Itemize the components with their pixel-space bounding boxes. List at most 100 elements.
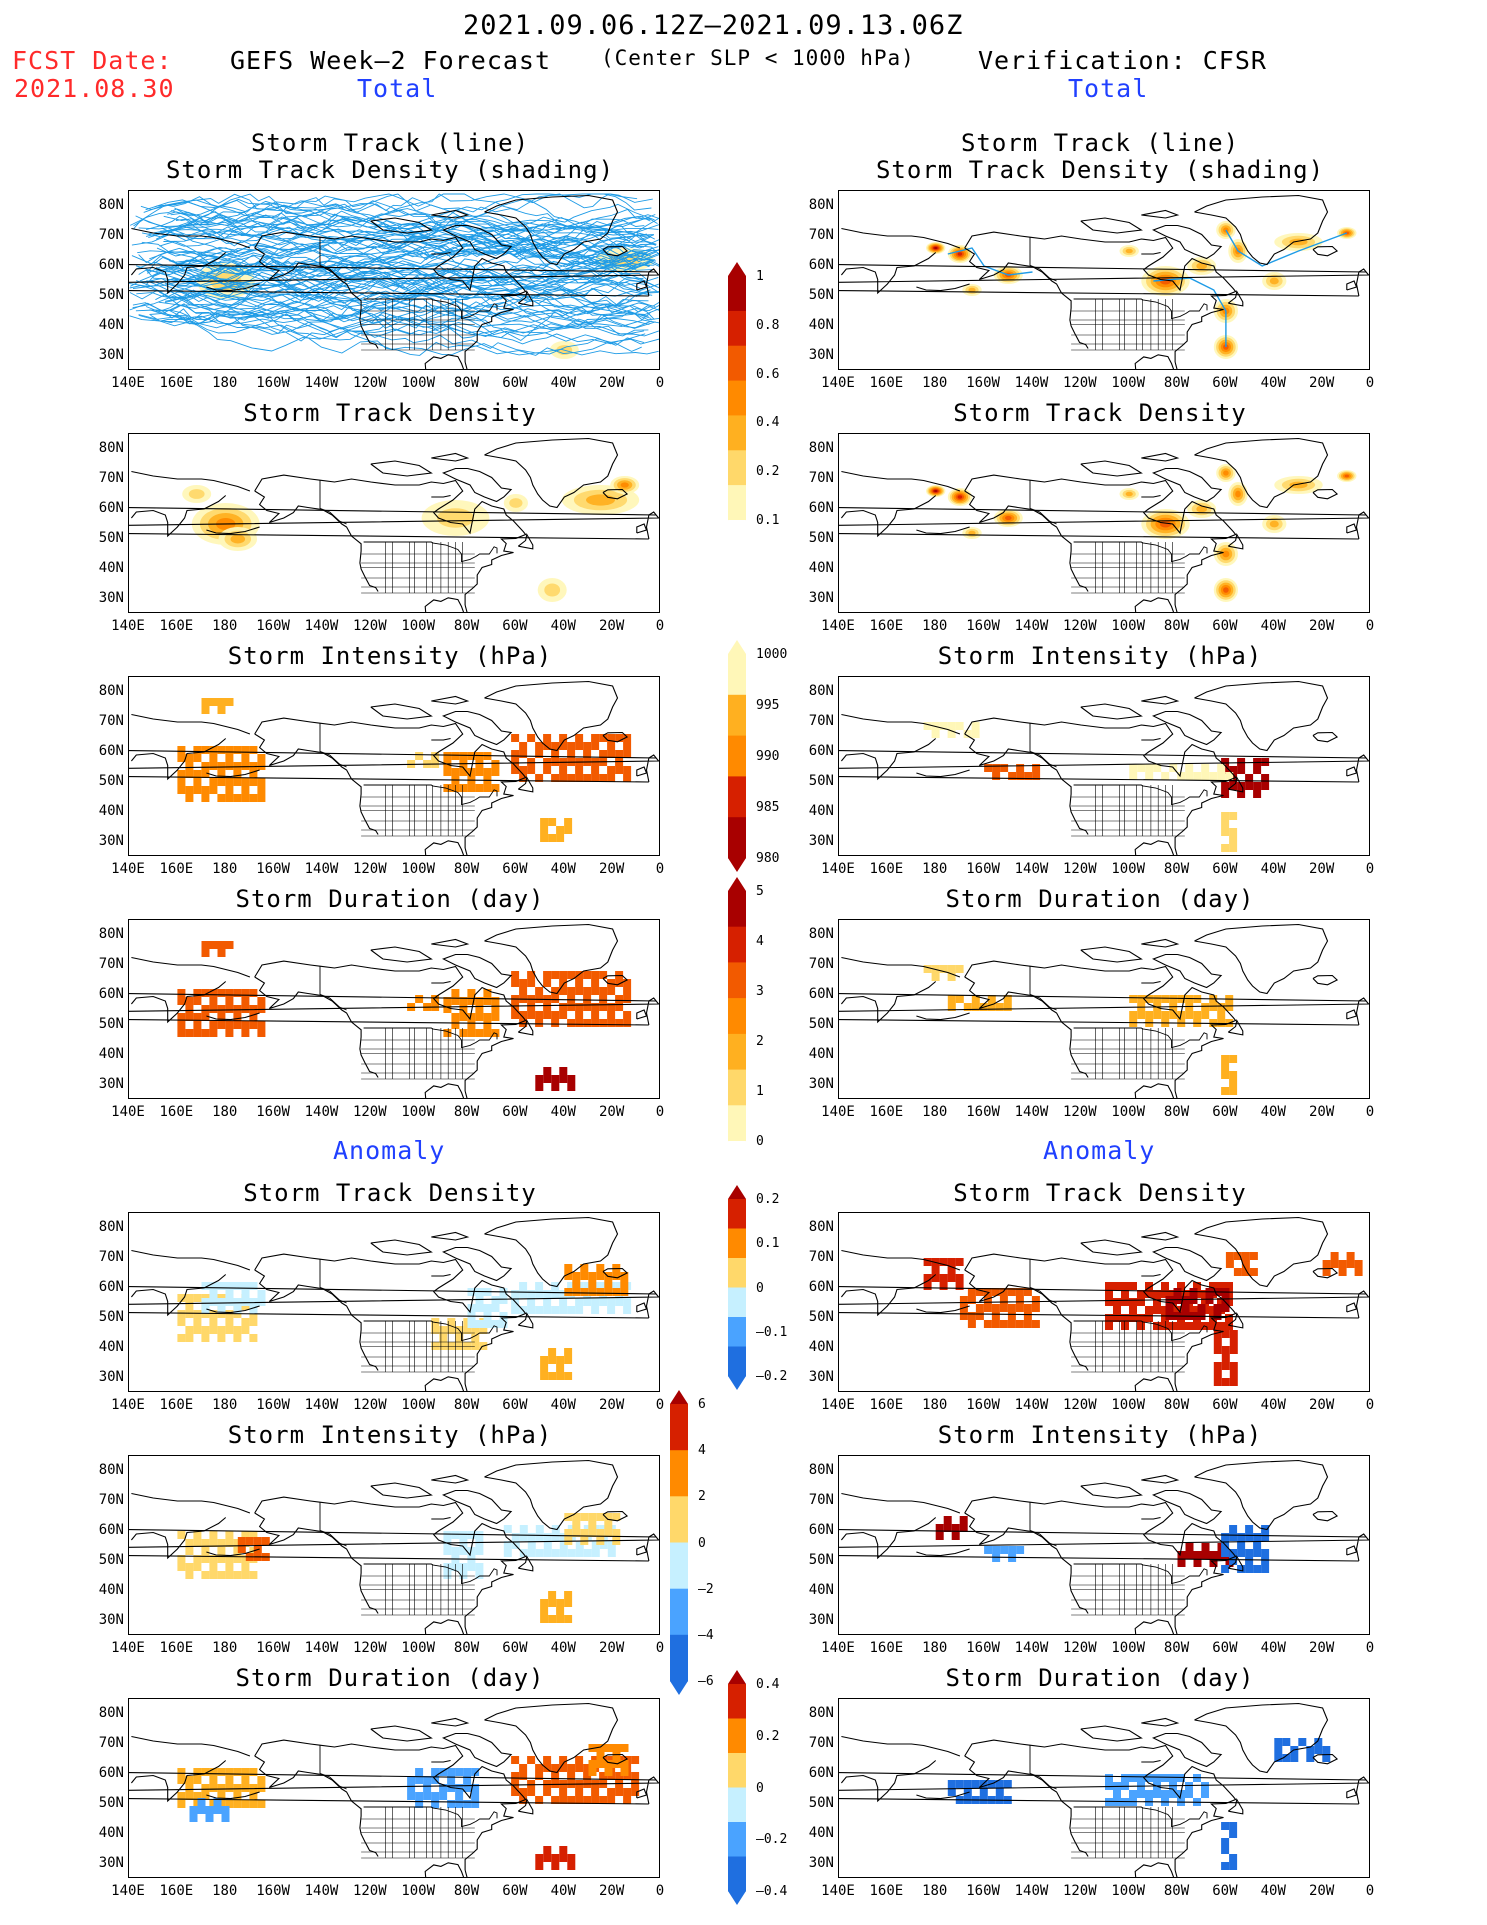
lon-tick-label: 80W: [453, 375, 480, 391]
panel-title: Storm Intensity (hPa): [227, 1421, 553, 1449]
lon-tick-label: 120W: [352, 861, 387, 877]
lon-tick-label: 160W: [966, 1397, 1000, 1413]
lon-tick-label: 160E: [869, 861, 904, 877]
map-svg: [839, 437, 1369, 612]
lon-tick-label: 160W: [966, 1883, 1000, 1899]
lon-tick-label: 120W: [352, 1883, 387, 1899]
lon-tick-label: 40W: [550, 1397, 576, 1413]
lon-tick-label: 140W: [1014, 861, 1049, 877]
lon-tick-label: 140E: [821, 1104, 855, 1120]
lat-tick-label: 80N: [98, 683, 124, 699]
map-frame: [128, 1698, 660, 1878]
map-frame: [838, 433, 1370, 613]
lon-tick-label: 60W: [1212, 1397, 1238, 1413]
lon-tick-label: 60W: [1212, 618, 1238, 634]
colorbar-tick-label: 1000: [756, 647, 788, 662]
lat-tick-label: 40N: [808, 1582, 834, 1598]
lon-tick-label: 120W: [1062, 1104, 1097, 1120]
lon-tick-label: 80W: [453, 1104, 480, 1120]
lon-tick-label: 140W: [304, 618, 339, 634]
lon-tick-label: 160W: [256, 861, 290, 877]
lat-tick-label: 50N: [808, 1309, 834, 1325]
colorbar-tick-label: 5: [756, 884, 764, 899]
lon-tick-label: 0: [1365, 1883, 1375, 1899]
lat-tick-label: 80N: [808, 1219, 834, 1235]
lon-tick-label: 180: [922, 1104, 948, 1120]
lon-tick-label: 40W: [1260, 1640, 1286, 1656]
lon-tick-label: 100W: [401, 1397, 436, 1413]
lon-tick-label: 120W: [352, 1104, 387, 1120]
lon-tick-label: 100W: [1111, 1883, 1146, 1899]
lat-tick-label: 70N: [808, 470, 834, 486]
colorbar-tick-label: 2: [698, 1489, 706, 1505]
lon-tick-label: 160W: [256, 1883, 290, 1899]
lat-tick-label: 40N: [98, 1339, 124, 1355]
map-frame: [838, 1455, 1370, 1635]
lon-tick-label: 160W: [256, 1640, 290, 1656]
fcst-date-value: 2021.08.30: [14, 74, 175, 103]
lon-tick-label: 140E: [821, 1640, 855, 1656]
colorbar-svg: [728, 1670, 746, 1905]
lon-tick-label: 0: [655, 1397, 665, 1413]
lat-tick-label: 80N: [98, 1219, 124, 1235]
lon-tick-label: 160W: [256, 1104, 290, 1120]
lon-tick-label: 0: [655, 1883, 665, 1899]
lon-tick-label: 160W: [966, 618, 1000, 634]
map-svg: [129, 1459, 659, 1634]
lon-tick-label: 160E: [159, 1104, 194, 1120]
lat-tick-label: 40N: [808, 1825, 834, 1841]
map-svg: [839, 680, 1369, 855]
lon-tick-label: 60W: [502, 618, 528, 634]
lat-tick-label: 30N: [808, 1076, 834, 1092]
lat-tick-label: 40N: [98, 560, 124, 576]
lon-tick-label: 20W: [1308, 861, 1335, 877]
lon-tick-label: 160E: [159, 1397, 194, 1413]
lon-tick-label: 20W: [598, 375, 625, 391]
lon-tick-label: 180: [212, 375, 238, 391]
fcst-date-label: FCST Date:: [12, 46, 173, 75]
lat-tick-label: 70N: [98, 1735, 124, 1751]
lat-tick-label: 60N: [98, 1522, 124, 1538]
lon-tick-label: 100W: [401, 618, 436, 634]
lon-tick-label: 0: [1365, 618, 1375, 634]
lat-tick-label: 70N: [808, 1492, 834, 1508]
lon-tick-label: 60W: [502, 1883, 528, 1899]
colorbar-tick-label: –6: [698, 1674, 714, 1689]
colorbar-tick-label: 990: [756, 749, 780, 764]
lat-tick-label: 40N: [808, 317, 834, 333]
lat-tick-label: 50N: [808, 1795, 834, 1811]
lon-tick-label: 160W: [256, 1397, 290, 1413]
lat-tick-label: 80N: [98, 440, 124, 456]
colorbar-tick-label: 0.1: [756, 513, 780, 528]
title-line: Storm Track Density (shading): [875, 156, 1325, 184]
lat-tick-label: 70N: [98, 470, 124, 486]
panel-title: Storm Intensity (hPa): [937, 1421, 1263, 1449]
colorbar-tick-label: 4: [756, 934, 764, 949]
lat-tick-label: 60N: [98, 743, 124, 759]
lon-tick-label: 180: [212, 618, 238, 634]
colorbar-tick-label: 0.2: [756, 1728, 780, 1744]
lat-tick-label: 30N: [98, 590, 124, 606]
map-svg: [129, 680, 659, 855]
lat-tick-label: 50N: [808, 1552, 834, 1568]
lat-tick-label: 70N: [98, 227, 124, 243]
map-panel: 80N 70N 60N 50N 40N 30N 140E 160E 180 160W 140W 120…: [0, 190, 664, 400]
lon-tick-label: 100W: [401, 861, 436, 877]
map-panel: 80N 70N 60N 50N 40N 30N 140E 160E 180 160W 140W 120…: [0, 1698, 664, 1908]
lon-tick-label: 140E: [111, 375, 145, 391]
lon-tick-label: 180: [922, 1883, 948, 1899]
lon-tick-label: 120W: [352, 618, 387, 634]
lon-tick-label: 160E: [869, 1397, 904, 1413]
lon-tick-label: 20W: [1308, 1397, 1335, 1413]
lat-tick-label: 30N: [808, 1369, 834, 1385]
lon-tick-label: 0: [655, 618, 665, 634]
lat-tick-label: 50N: [98, 1552, 124, 1568]
lat-tick-label: 80N: [808, 440, 834, 456]
lon-tick-label: 160E: [159, 618, 194, 634]
lon-tick-label: 140W: [1014, 618, 1049, 634]
lon-tick-label: 140E: [821, 861, 855, 877]
lat-tick-label: 70N: [98, 1492, 124, 1508]
lon-tick-label: 140W: [1014, 1883, 1049, 1899]
lat-tick-label: 50N: [808, 530, 834, 546]
lon-tick-label: 80W: [1163, 861, 1190, 877]
